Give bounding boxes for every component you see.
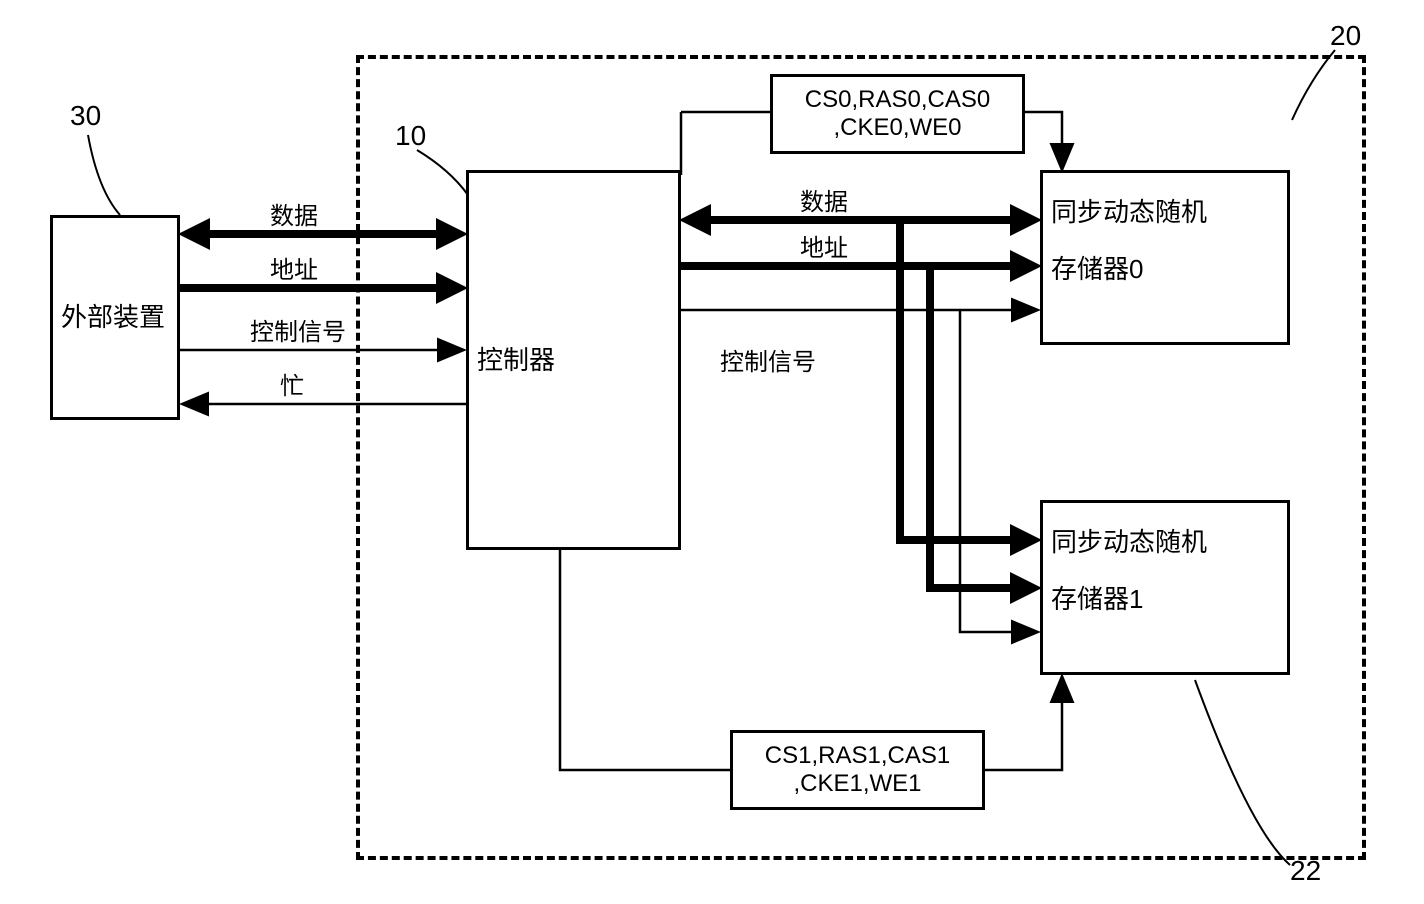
ref-22: 22 [1290,855,1321,887]
sdram1-box: 同步动态随机 存储器1 [1040,500,1290,675]
controller-label: 控制器 [477,341,670,380]
external-device-label: 外部装置 [61,298,169,337]
cmd0-l1: CS0,RAS0,CAS0 [805,86,990,114]
ref-20: 20 [1330,20,1361,52]
cmd0-l2: ,CKE0,WE0 [833,114,961,142]
controller-box: 控制器 [466,170,681,550]
label-ext-addr: 地址 [270,257,318,284]
external-device-box: 外部装置 [50,215,180,420]
sdram0-l1: 同步动态随机 [1051,193,1279,232]
sdram1-l1: 同步动态随机 [1051,523,1279,562]
sdram0-box: 同步动态随机 存储器0 [1040,170,1290,345]
cmd1-l2: ,CKE1,WE1 [793,770,921,798]
label-ext-busy: 忙 [280,373,304,400]
ref-30: 30 [70,100,101,132]
label-ext-ctrl: 控制信号 [250,319,346,346]
label-ext-data: 数据 [270,203,318,230]
sdram0-l2: 存储器0 [1051,250,1279,289]
cmd0-box: CS0,RAS0,CAS0 ,CKE0,WE0 [770,74,1025,154]
sdram1-l2: 存储器1 [1051,580,1279,619]
ref-10: 10 [395,120,426,152]
cmd1-box: CS1,RAS1,CAS1 ,CKE1,WE1 [730,730,985,810]
diagram-canvas: 外部装置 控制器 同步动态随机 存储器0 同步动态随机 存储器1 CS0,RAS… [0,0,1424,904]
cmd1-l1: CS1,RAS1,CAS1 [765,742,950,770]
